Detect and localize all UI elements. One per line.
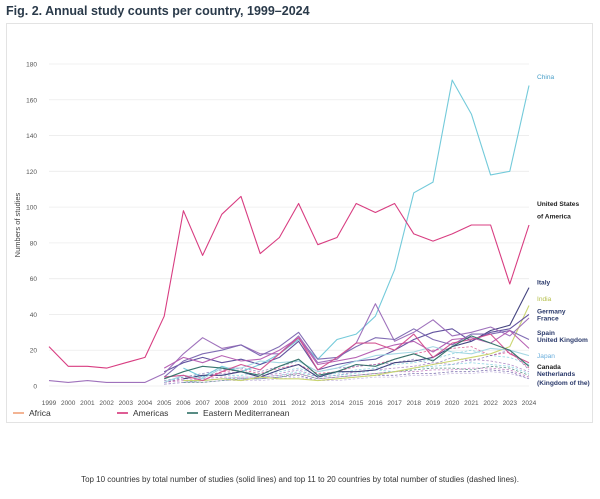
series-end-label: Italy <box>537 280 551 287</box>
series-line-iran-islamic-republic-of <box>183 365 530 383</box>
y-tick-label: 60 <box>30 276 38 283</box>
series-line-canada <box>164 333 530 382</box>
figure-caption: Top 10 countries by total number of stud… <box>81 475 519 484</box>
x-tick-label: 2017 <box>387 400 402 407</box>
figure-title: Fig. 2. Annual study counts per country,… <box>6 4 310 18</box>
y-axis-label: Numbers of studies <box>13 192 22 257</box>
series-line-france <box>48 303 530 383</box>
y-tick-label: 100 <box>26 205 37 212</box>
series-end-label: France <box>537 316 559 323</box>
chart-panel: 0 20 40 60 80 100 120 140 160 180 1999 2000 2001 200… <box>6 23 593 423</box>
x-tick-label: 2019 <box>426 400 441 407</box>
x-tick-label: 2011 <box>272 400 286 407</box>
x-tick-label: 2016 <box>368 400 383 407</box>
series-line-switzerland <box>164 349 530 381</box>
x-tick-label: 2015 <box>349 400 364 407</box>
series-line-italy <box>183 287 530 380</box>
series-line-india <box>183 305 530 382</box>
series-end-label: Spain <box>537 330 555 337</box>
x-tick-label: 2024 <box>522 400 537 407</box>
x-axis-ticks: 1999 2000 2001 2002 2003 2004 2005 2006 2007 2008… <box>42 400 537 407</box>
x-tick-label: 2010 <box>253 400 268 407</box>
series-end-label: United States <box>537 201 579 208</box>
legend-label: Africa <box>29 408 51 418</box>
x-tick-label: 2008 <box>215 400 230 407</box>
series-end-label: Japan <box>537 353 555 360</box>
x-tick-label: 2000 <box>61 400 76 407</box>
x-tick-label: 2001 <box>80 400 95 407</box>
x-tick-label: 2020 <box>445 400 460 407</box>
series-line-china <box>183 79 530 378</box>
x-tick-label: 2021 <box>464 400 479 407</box>
series-end-labels: China United States of America Italy India Ge… <box>537 74 590 387</box>
x-tick-label: 2003 <box>119 400 134 407</box>
x-tick-label: 1999 <box>42 400 57 407</box>
x-tick-label: 2006 <box>176 400 191 407</box>
series-end-label: Germany <box>537 308 566 315</box>
series-line-netherlands-kingdom-of-the <box>164 335 530 380</box>
x-tick-label: 2002 <box>99 400 114 407</box>
x-tick-label: 2004 <box>138 400 153 407</box>
y-tick-label: 0 <box>33 384 37 391</box>
x-tick-label: 2012 <box>291 400 306 407</box>
x-tick-label: 2018 <box>407 400 422 407</box>
series-end-label: United Kingdom <box>537 337 588 344</box>
series-end-label: India <box>537 296 552 303</box>
legend-label: Eastern Mediterranean <box>203 408 290 418</box>
y-tick-label: 20 <box>30 348 38 355</box>
x-tick-label: 2007 <box>195 400 210 407</box>
series-line-republic-of-korea <box>183 362 530 383</box>
series-end-label: Canada <box>537 364 561 371</box>
series-line-sweden <box>164 367 530 383</box>
x-tick-label: 2014 <box>330 400 345 407</box>
y-tick-label: 180 <box>26 62 37 69</box>
gridlines <box>49 63 529 387</box>
series-line-germany <box>163 313 530 373</box>
y-tick-label: 120 <box>26 169 37 176</box>
legend-label: Americas <box>133 408 168 418</box>
series-line-brazil <box>164 346 530 383</box>
series-end-label: Netherlands <box>537 371 575 378</box>
series-end-label: of America <box>537 214 571 221</box>
y-tick-label: 80 <box>30 240 38 247</box>
series-line-united-states-of-america <box>48 195 530 369</box>
y-axis-ticks: 0 20 40 60 80 100 120 140 160 180 <box>26 62 37 391</box>
series-line-japan <box>164 346 530 383</box>
y-tick-label: 140 <box>26 133 37 140</box>
y-tick-label: 160 <box>26 97 37 104</box>
x-tick-label: 2009 <box>234 400 249 407</box>
line-chart: 0 20 40 60 80 100 120 140 160 180 1999 2000 2001 200… <box>13 62 590 418</box>
x-tick-label: 2022 <box>483 400 498 407</box>
series-line-belgium <box>164 358 530 383</box>
series-end-label: (Kingdom of the) <box>537 380 590 387</box>
y-tick-label: 40 <box>30 312 38 319</box>
series-line-spain <box>163 328 530 378</box>
series-line-poland <box>164 371 530 385</box>
x-tick-label: 2005 <box>157 400 172 407</box>
x-tick-label: 2013 <box>311 400 326 407</box>
series-end-label: China <box>537 74 555 81</box>
x-tick-label: 2023 <box>503 400 518 407</box>
series-lines <box>48 79 530 385</box>
